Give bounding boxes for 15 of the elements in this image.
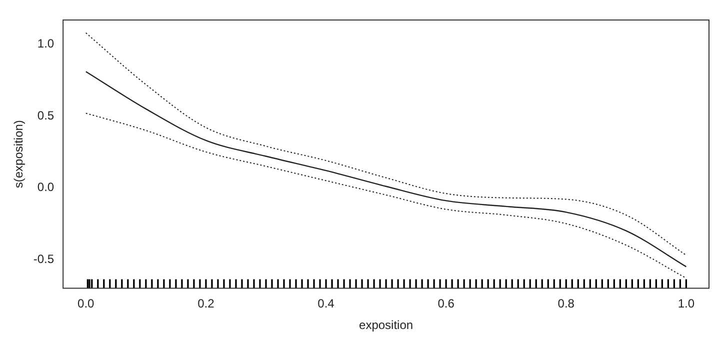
line-series	[85, 112, 687, 279]
y-tick-label: -0.5	[33, 252, 54, 266]
x-tick-label: 0.4	[318, 296, 335, 311]
y-tick-label: 1.0	[37, 36, 54, 51]
line-series	[85, 71, 687, 268]
x-tick-label: 1.0	[678, 296, 695, 311]
y-tick-label: 0.5	[37, 108, 54, 122]
y-axis-title: s(exposition)	[12, 120, 26, 188]
x-tick-label: 0.6	[438, 296, 455, 311]
y-tick-label: 0.0	[37, 180, 54, 194]
x-tick-label: 0.2	[198, 296, 215, 311]
x-tick-label: 0.0	[78, 296, 95, 311]
x-tick-label: 0.8	[558, 296, 575, 311]
x-axis-title: exposition	[359, 318, 414, 332]
line-series	[85, 32, 687, 256]
